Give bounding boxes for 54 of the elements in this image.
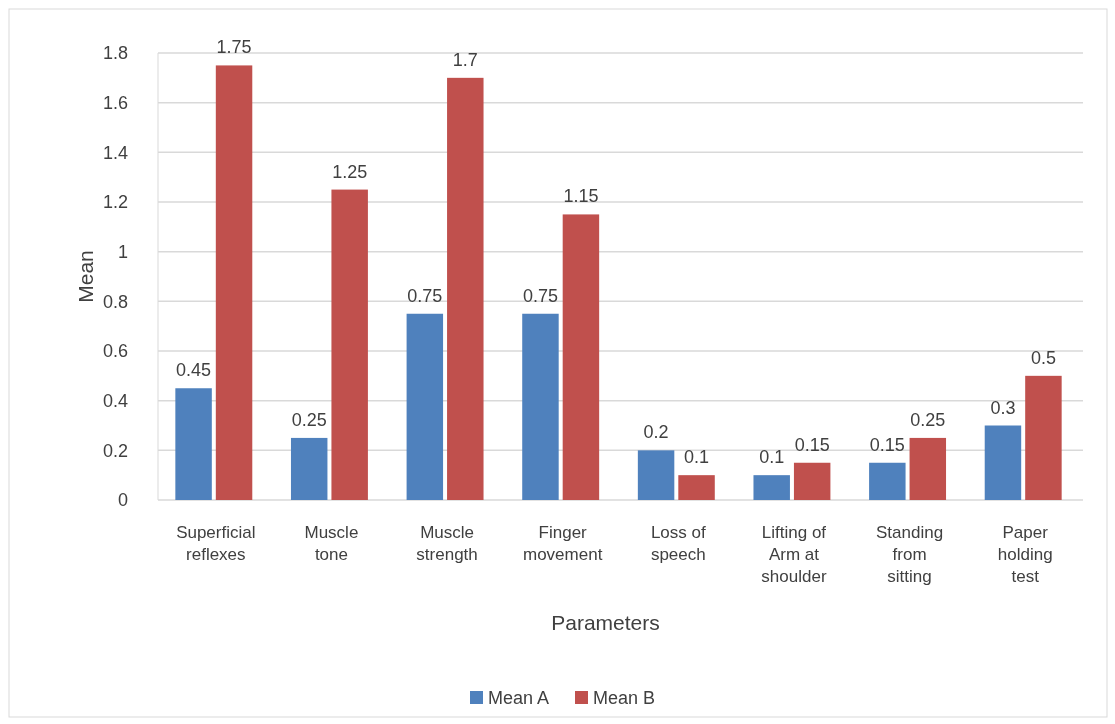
data-label: 0.25 xyxy=(291,409,327,430)
x-tick-label: Lifting of Arm at shoulder xyxy=(761,523,827,586)
x-tick-label: Muscle strength xyxy=(416,523,478,564)
bar xyxy=(793,462,831,500)
x-tick-label: Loss of speech xyxy=(650,523,706,564)
legend-label: Mean A xyxy=(488,688,550,709)
bar xyxy=(447,77,484,500)
bar xyxy=(909,437,947,500)
data-label: 0.1 xyxy=(759,447,785,468)
legend-label: Mean B xyxy=(593,688,656,709)
bar xyxy=(522,313,559,500)
y-tick-label: 0.2 xyxy=(102,440,128,461)
data-label: 0.1 xyxy=(684,447,710,468)
x-tick-label: Standing from sitting xyxy=(876,523,944,586)
data-label: 0.3 xyxy=(990,397,1016,418)
bar xyxy=(331,189,368,500)
data-label: 0.45 xyxy=(176,360,212,381)
data-label: 1.7 xyxy=(452,49,478,70)
y-tick-label: 0.8 xyxy=(102,291,128,312)
data-label: 1.25 xyxy=(332,161,368,182)
y-tick-label: 0.6 xyxy=(102,341,128,362)
bar xyxy=(869,462,906,500)
bar xyxy=(215,65,253,500)
data-label: 0.5 xyxy=(1030,347,1056,368)
x-tick-label: Paper holding test xyxy=(997,523,1053,586)
y-tick-label: 1 xyxy=(117,241,128,262)
bar xyxy=(637,450,675,500)
data-label: 1.75 xyxy=(216,37,252,58)
y-tick-label: 0.4 xyxy=(102,390,128,411)
data-label: 0.2 xyxy=(643,422,669,443)
x-tick-label: Superficial reflexes xyxy=(176,523,256,564)
data-label: 0.25 xyxy=(910,409,946,430)
bar xyxy=(678,475,715,500)
x-tick-label: Muscle tone xyxy=(304,523,359,564)
y-tick-label: 1.8 xyxy=(102,43,128,64)
x-axis-title: Parameters xyxy=(551,611,660,634)
y-axis-title: Mean xyxy=(74,250,97,303)
data-label: 0.75 xyxy=(407,285,443,306)
data-label: 0.15 xyxy=(869,434,905,455)
bar xyxy=(753,475,790,500)
y-tick-label: 1.6 xyxy=(102,92,128,113)
x-tick-label: Finger movement xyxy=(523,523,603,564)
bar xyxy=(1025,375,1062,500)
bar xyxy=(406,313,444,500)
y-tick-label: 1.2 xyxy=(102,192,128,213)
y-tick-label: 1.4 xyxy=(102,142,128,163)
bar xyxy=(290,437,328,500)
data-label: 1.15 xyxy=(563,186,599,207)
y-tick-label: 0 xyxy=(117,490,128,511)
data-label: 0.75 xyxy=(522,285,558,306)
bar xyxy=(175,388,212,500)
data-label: 0.15 xyxy=(794,434,830,455)
bar xyxy=(562,214,600,500)
bar xyxy=(984,425,1022,500)
